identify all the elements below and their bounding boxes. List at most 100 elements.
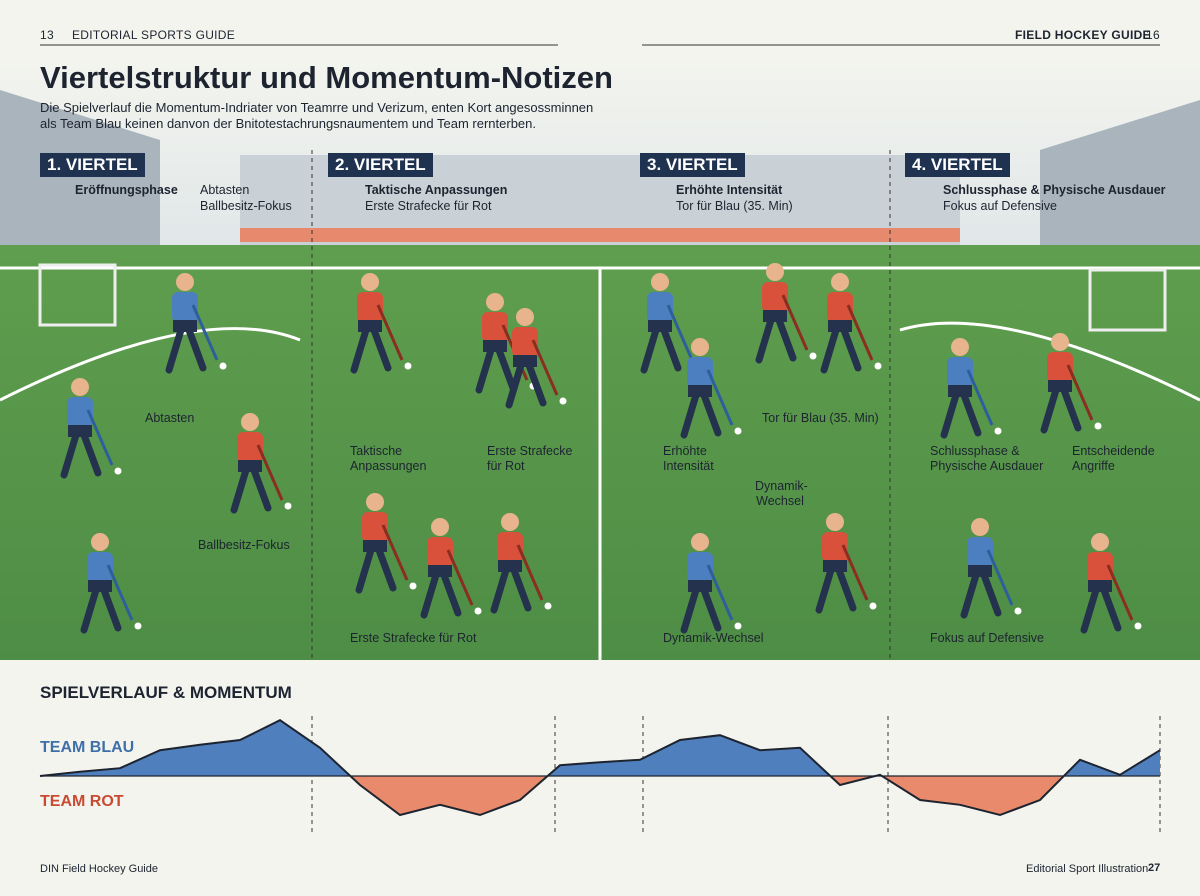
- player-stick: [191, 304, 219, 361]
- quarter-dividers: [311, 150, 891, 660]
- quarter-label: 1. VIERTEL: [40, 153, 145, 177]
- player-leg: [230, 466, 250, 514]
- player-leg: [100, 586, 122, 632]
- footer-right: Editorial Sport Illustration: [1026, 863, 1149, 875]
- player-leg: [475, 346, 495, 394]
- player-leg: [1100, 586, 1122, 632]
- ball: [1134, 622, 1142, 630]
- player-stick: [846, 304, 874, 361]
- quarter-sub: Erste Strafecke für Rot: [365, 199, 492, 213]
- player-body: [357, 292, 383, 322]
- player-leg: [775, 316, 797, 362]
- player-body: [1087, 552, 1113, 582]
- player-body: [822, 532, 848, 562]
- player-leg: [700, 391, 722, 437]
- player-leg: [815, 566, 835, 614]
- player-head: [1051, 333, 1069, 351]
- quarter-sub: Tor für Blau (35. Min): [676, 199, 793, 213]
- player-stick: [516, 544, 544, 601]
- note: Entscheidende Angriffe: [1072, 444, 1155, 473]
- player-shorts: [358, 320, 382, 332]
- player-head: [826, 513, 844, 531]
- player-leg: [840, 326, 862, 372]
- ball: [219, 362, 227, 370]
- player-leg: [660, 326, 682, 372]
- player-shorts: [238, 460, 262, 472]
- player-body: [827, 292, 853, 322]
- player-head: [651, 273, 669, 291]
- player-leg: [1040, 386, 1060, 434]
- legend-entry: Abtasten: [200, 183, 250, 197]
- section-name: EDITORIAL SPORTS GUIDE: [72, 28, 236, 42]
- player-leg: [350, 326, 370, 374]
- ball: [1014, 607, 1022, 615]
- quarter-heading: Taktische Anpassungen: [365, 183, 508, 197]
- player-body: [87, 552, 113, 582]
- player-leg: [960, 391, 982, 437]
- player-leg: [495, 346, 517, 392]
- ball: [1094, 422, 1102, 430]
- player-stick: [841, 544, 869, 601]
- player-leg: [1060, 386, 1082, 432]
- player: [680, 533, 742, 634]
- player-head: [1091, 533, 1109, 551]
- quarter-heading: Schlussphase & Physische Ausdauer: [943, 183, 1166, 197]
- note: Erste Strafecke für Rot: [350, 631, 477, 645]
- player-head: [501, 513, 519, 531]
- ball: [874, 362, 882, 370]
- chart-title: SPIELVERLAUF & MOMENTUM: [40, 683, 292, 702]
- player-shorts: [688, 580, 712, 592]
- player-leg: [165, 326, 185, 374]
- player-shorts: [688, 385, 712, 397]
- player-leg: [490, 566, 510, 614]
- player-body: [687, 552, 713, 582]
- ball: [734, 427, 742, 435]
- momentum-line: [39, 719, 1161, 817]
- player-leg: [510, 566, 532, 612]
- player-head: [971, 518, 989, 536]
- player-head: [766, 263, 784, 281]
- player-head: [91, 533, 109, 551]
- player-head: [831, 273, 849, 291]
- player-head: [431, 518, 449, 536]
- player-shorts: [828, 320, 852, 332]
- player-stick: [256, 444, 284, 501]
- player-leg: [440, 571, 462, 617]
- player-leg: [370, 326, 392, 372]
- player: [505, 308, 567, 409]
- player-stick: [106, 564, 134, 621]
- note: Abtasten: [145, 411, 195, 425]
- quarter-label: 2. VIERTEL: [328, 153, 433, 177]
- player-body: [967, 537, 993, 567]
- ball: [284, 502, 292, 510]
- player: [230, 413, 292, 514]
- footer-page: 27: [1148, 862, 1161, 874]
- player-body: [172, 292, 198, 322]
- note: Dynamik-Wechsel: [663, 631, 764, 645]
- player-body: [647, 292, 673, 322]
- player: [420, 518, 482, 619]
- player-leg: [940, 391, 960, 439]
- player-head: [516, 308, 534, 326]
- player-body: [497, 532, 523, 562]
- player-leg: [80, 431, 102, 477]
- player-head: [486, 293, 504, 311]
- player-stick: [966, 369, 994, 426]
- player-shorts: [948, 385, 972, 397]
- note: Fokus auf Defensive: [930, 631, 1044, 645]
- player-head: [241, 413, 259, 431]
- player-leg: [960, 571, 980, 619]
- ball: [134, 622, 142, 630]
- player-head: [691, 533, 709, 551]
- note: Tor für Blau (35. Min): [762, 411, 879, 425]
- ball: [869, 602, 877, 610]
- player: [355, 493, 417, 594]
- player: [1080, 533, 1142, 634]
- player-leg: [700, 586, 722, 632]
- player-leg: [980, 571, 1002, 617]
- player-stick: [1066, 364, 1094, 421]
- player-stick: [666, 304, 694, 361]
- player-shorts: [763, 310, 787, 322]
